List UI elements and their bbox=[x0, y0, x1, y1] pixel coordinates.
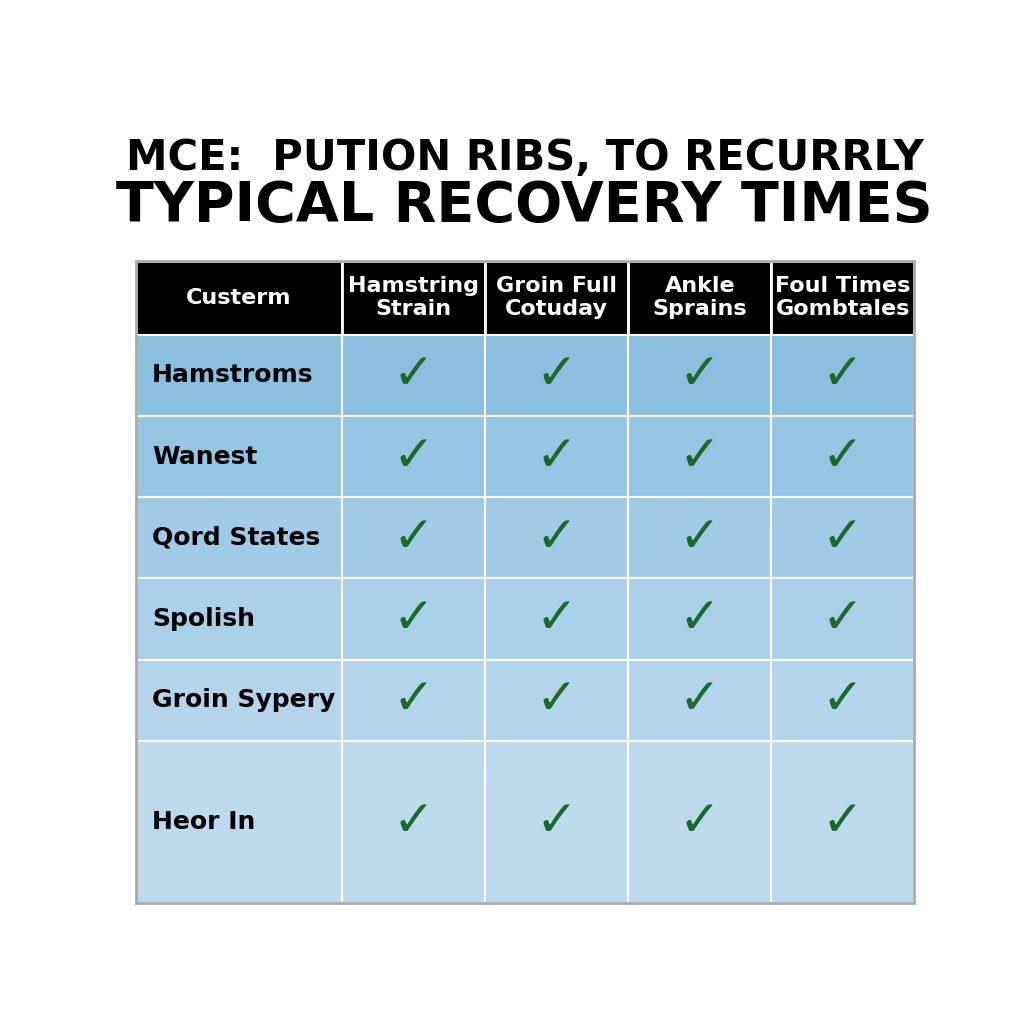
Text: Groin Full
Cotuday: Groin Full Cotuday bbox=[497, 276, 617, 319]
Bar bbox=[771, 335, 914, 416]
Bar bbox=[136, 416, 342, 498]
Text: ✓: ✓ bbox=[679, 432, 721, 480]
Bar bbox=[485, 741, 629, 903]
Bar bbox=[342, 416, 485, 498]
Text: ✓: ✓ bbox=[392, 351, 434, 399]
Bar bbox=[136, 261, 342, 335]
Bar bbox=[771, 659, 914, 741]
Text: ✓: ✓ bbox=[536, 351, 578, 399]
Text: Hamstring
Strain: Hamstring Strain bbox=[348, 276, 479, 319]
Bar bbox=[485, 416, 629, 498]
Bar bbox=[771, 498, 914, 579]
Text: ✓: ✓ bbox=[536, 677, 578, 724]
Bar bbox=[629, 579, 771, 659]
Bar bbox=[629, 261, 771, 335]
Text: ✓: ✓ bbox=[679, 595, 721, 643]
Text: ✓: ✓ bbox=[822, 514, 864, 562]
Bar bbox=[629, 659, 771, 741]
Text: Groin Sypery: Groin Sypery bbox=[152, 688, 335, 713]
Text: Qord States: Qord States bbox=[152, 526, 321, 550]
Text: Custerm: Custerm bbox=[186, 288, 292, 308]
Bar bbox=[342, 579, 485, 659]
Text: ✓: ✓ bbox=[536, 514, 578, 562]
Text: Hamstroms: Hamstroms bbox=[152, 364, 313, 387]
Text: ✓: ✓ bbox=[392, 595, 434, 643]
Text: ✓: ✓ bbox=[822, 351, 864, 399]
Bar bbox=[342, 261, 485, 335]
Bar bbox=[629, 498, 771, 579]
Bar bbox=[136, 498, 342, 579]
Bar bbox=[136, 659, 342, 741]
Text: ✓: ✓ bbox=[822, 595, 864, 643]
Text: Wanest: Wanest bbox=[152, 444, 257, 469]
Bar bbox=[485, 261, 629, 335]
Text: TYPICAL RECOVERY TIMES: TYPICAL RECOVERY TIMES bbox=[117, 178, 933, 232]
Text: MCE:  PUTION RIBS, TO RECURRLY: MCE: PUTION RIBS, TO RECURRLY bbox=[126, 137, 924, 179]
Text: ✓: ✓ bbox=[679, 677, 721, 724]
Bar bbox=[771, 261, 914, 335]
Text: ✓: ✓ bbox=[679, 514, 721, 562]
Bar bbox=[485, 335, 629, 416]
Bar bbox=[136, 741, 342, 903]
Text: ✓: ✓ bbox=[392, 677, 434, 724]
Bar bbox=[136, 335, 342, 416]
Bar bbox=[342, 741, 485, 903]
Text: ✓: ✓ bbox=[536, 799, 578, 846]
Bar bbox=[629, 335, 771, 416]
Bar bbox=[342, 335, 485, 416]
Text: Ankle
Sprains: Ankle Sprains bbox=[652, 276, 748, 319]
Text: ✓: ✓ bbox=[679, 351, 721, 399]
Text: ✓: ✓ bbox=[679, 799, 721, 846]
Text: Foul Times
Gombtales: Foul Times Gombtales bbox=[775, 276, 910, 319]
Bar bbox=[136, 579, 342, 659]
Text: Heor In: Heor In bbox=[152, 810, 255, 835]
Text: ✓: ✓ bbox=[822, 799, 864, 846]
Bar bbox=[629, 741, 771, 903]
Bar bbox=[342, 498, 485, 579]
Bar bbox=[485, 659, 629, 741]
Text: ✓: ✓ bbox=[392, 799, 434, 846]
Text: ✓: ✓ bbox=[392, 432, 434, 480]
Bar bbox=[485, 579, 629, 659]
Bar bbox=[136, 261, 913, 903]
Text: ✓: ✓ bbox=[822, 677, 864, 724]
Bar bbox=[342, 659, 485, 741]
Text: ✓: ✓ bbox=[536, 432, 578, 480]
Text: Spolish: Spolish bbox=[152, 607, 255, 631]
Text: ✓: ✓ bbox=[822, 432, 864, 480]
Bar bbox=[771, 741, 914, 903]
Bar bbox=[485, 498, 629, 579]
Bar bbox=[629, 416, 771, 498]
Bar bbox=[771, 416, 914, 498]
Text: ✓: ✓ bbox=[392, 514, 434, 562]
Bar bbox=[771, 579, 914, 659]
Text: ✓: ✓ bbox=[536, 595, 578, 643]
